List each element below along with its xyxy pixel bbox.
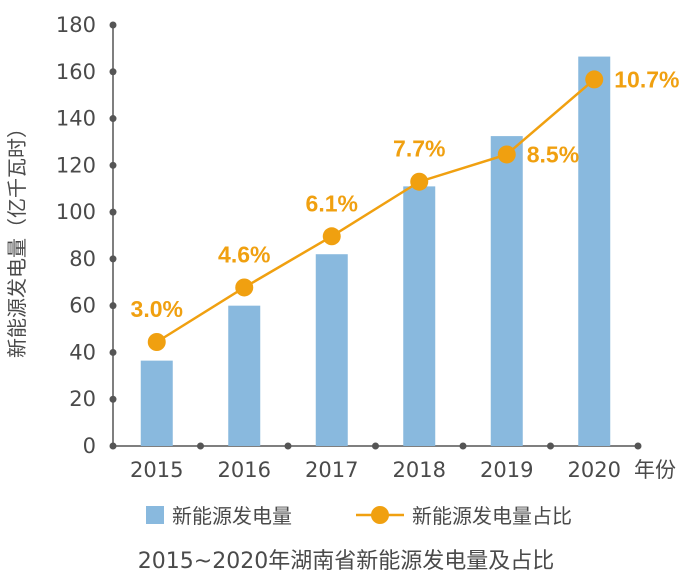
line-point <box>147 333 166 351</box>
x-tick-mark <box>197 442 204 450</box>
data-label: 10.7% <box>614 66 679 92</box>
x-tick-label: 2017 <box>305 458 358 482</box>
y-tick-label: 80 <box>69 247 96 271</box>
legend-bar-swatch <box>146 506 164 524</box>
x-axis-title: 年份 <box>634 458 676 482</box>
y-tick-mark <box>109 255 117 263</box>
x-tick-mark <box>547 442 554 450</box>
legend-bar-label: 新能源发电量 <box>172 504 292 528</box>
y-tick-mark <box>109 442 117 450</box>
y-tick-label: 140 <box>56 107 96 131</box>
y-tick-label: 100 <box>56 200 96 224</box>
line-point <box>322 227 341 246</box>
bar <box>490 136 523 446</box>
bar <box>578 56 611 446</box>
axes-group: 0 20 40 60 80 100 120 140 160 180 2015 2016 2017 2018… <box>56 13 642 482</box>
line-point <box>585 70 604 89</box>
line-point <box>497 145 516 164</box>
legend: 新能源发电量 新能源发电量占比 <box>146 504 572 528</box>
y-tick-mark <box>109 161 117 169</box>
line-path <box>156 78 596 344</box>
line-point <box>235 278 254 297</box>
x-tick-label: 2020 <box>568 458 621 482</box>
data-label: 3.0% <box>131 296 183 322</box>
y-tick-label: 180 <box>56 13 96 37</box>
y-tick-mark <box>109 348 117 356</box>
x-tick-label: 2019 <box>480 458 533 482</box>
legend-line-marker <box>371 506 389 524</box>
y-tick-label: 40 <box>69 340 96 364</box>
y-tick-label: 20 <box>69 387 96 411</box>
data-label: 6.1% <box>306 190 358 216</box>
y-tick-mark <box>109 115 117 123</box>
legend-line-label: 新能源发电量占比 <box>412 504 572 528</box>
x-tick-mark <box>284 442 292 450</box>
x-tick-label: 2015 <box>130 458 183 482</box>
x-tick-mark <box>459 442 467 450</box>
line-series-group <box>147 70 604 351</box>
bar <box>140 360 173 446</box>
y-axis-title: 新能源发电量（亿千瓦时） <box>5 118 29 358</box>
data-label: 8.5% <box>527 141 579 167</box>
data-labels-group: 3.0% 4.6% 6.1% 7.7% 8.5% 10.7% <box>131 66 680 322</box>
data-label: 4.6% <box>218 241 270 267</box>
x-tick-mark <box>634 442 642 450</box>
x-tick-mark <box>372 442 379 450</box>
y-tick-mark <box>109 302 117 310</box>
line-point <box>410 172 429 191</box>
bar <box>315 254 348 446</box>
y-tick-label: 0 <box>83 434 96 458</box>
y-tick-label: 60 <box>69 294 96 318</box>
y-tick-mark <box>109 208 117 216</box>
y-tick-mark <box>109 21 117 29</box>
bar <box>403 186 436 446</box>
y-tick-mark <box>109 68 117 76</box>
y-tick-mark <box>109 395 117 403</box>
chart-caption: 2015~2020年湖南省新能源发电量及占比 <box>138 549 554 574</box>
data-label: 7.7% <box>393 136 445 162</box>
bars-group <box>140 56 611 446</box>
x-tick-label: 2016 <box>218 458 271 482</box>
y-tick-label: 160 <box>56 60 96 84</box>
bar <box>228 305 261 446</box>
x-tick-label: 2018 <box>393 458 446 482</box>
y-tick-label: 120 <box>56 153 96 177</box>
